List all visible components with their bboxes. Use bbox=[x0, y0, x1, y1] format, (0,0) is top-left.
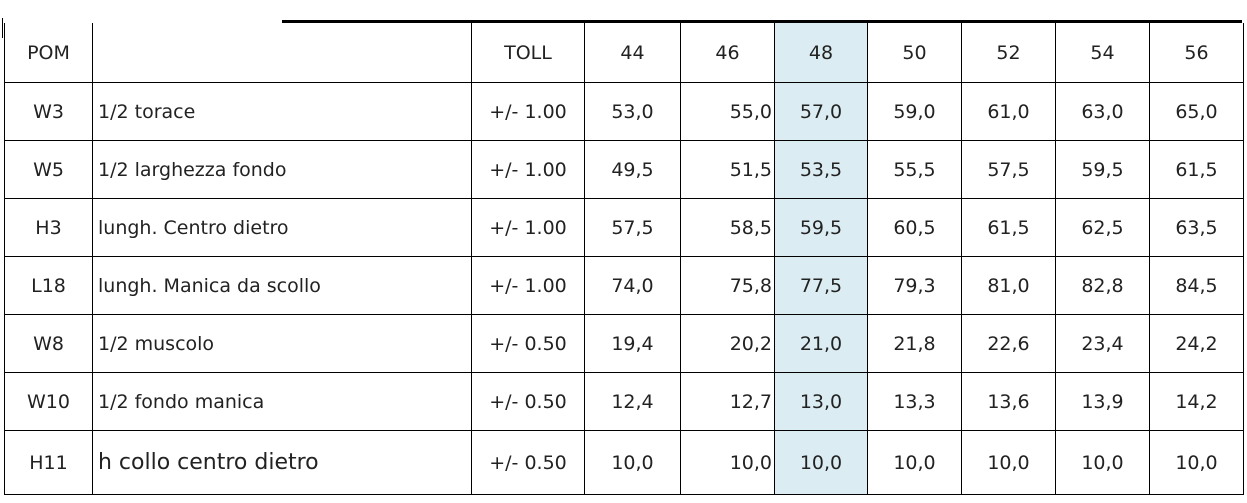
pom-code-cell: W3 bbox=[4, 82, 93, 141]
size-value-cell: 53,5 bbox=[774, 140, 868, 199]
description-cell: 1/2 larghezza fondo bbox=[92, 140, 472, 199]
size-value-cell: 22,6 bbox=[961, 314, 1056, 373]
size-value-cell: 57,0 bbox=[774, 82, 868, 141]
size-value-cell: 19,4 bbox=[584, 314, 681, 373]
description-cell: lungh. Manica da scollo bbox=[92, 256, 472, 315]
size-value-cell: 74,0 bbox=[584, 256, 681, 315]
size-value-cell: 13,6 bbox=[961, 372, 1056, 431]
size-value-cell: 61,0 bbox=[961, 82, 1056, 141]
size-value-cell: 82,8 bbox=[1055, 256, 1150, 315]
table-row: W8 1/2 muscolo +/- 0.50 19,4 20,2 21,0 21,8 22,… bbox=[4, 314, 1244, 373]
size-chart-table: POM TOLL 44 46 48 50 52 54 56 W3 1/2 tora… bbox=[4, 23, 1244, 495]
size-value-cell: 84,5 bbox=[1149, 256, 1244, 315]
pom-code-cell: W5 bbox=[4, 140, 93, 199]
size-value-cell: 79,3 bbox=[867, 256, 962, 315]
size-value-cell: 55,0 bbox=[680, 82, 775, 141]
size-value-cell: 13,3 bbox=[867, 372, 962, 431]
header-pom: POM bbox=[4, 23, 93, 83]
tolerance-cell: +/- 1.00 bbox=[471, 256, 585, 315]
table-row: L18 lungh. Manica da scollo +/- 1.00 74,0 75… bbox=[4, 256, 1244, 315]
header-size: 52 bbox=[961, 23, 1056, 83]
size-value-cell: 20,2 bbox=[680, 314, 775, 373]
description-cell: lungh. Centro dietro bbox=[92, 198, 472, 257]
size-value-cell: 60,5 bbox=[867, 198, 962, 257]
table-row: W10 1/2 fondo manica +/- 0.50 12,4 12,7 13,0 1… bbox=[4, 372, 1244, 431]
pom-code-cell: W8 bbox=[4, 314, 93, 373]
size-value-cell: 10,0 bbox=[584, 430, 681, 495]
tolerance-cell: +/- 1.00 bbox=[471, 198, 585, 257]
size-value-cell: 49,5 bbox=[584, 140, 681, 199]
size-value-cell: 81,0 bbox=[961, 256, 1056, 315]
tolerance-cell: +/- 1.00 bbox=[471, 140, 585, 199]
size-value-cell: 55,5 bbox=[867, 140, 962, 199]
size-value-cell: 58,5 bbox=[680, 198, 775, 257]
size-value-cell: 57,5 bbox=[961, 140, 1056, 199]
header-size: 56 bbox=[1149, 23, 1244, 83]
pom-code-cell: L18 bbox=[4, 256, 93, 315]
size-value-cell: 10,0 bbox=[1055, 430, 1150, 495]
size-value-cell: 61,5 bbox=[1149, 140, 1244, 199]
tolerance-cell: +/- 0.50 bbox=[471, 372, 585, 431]
description-cell: 1/2 fondo manica bbox=[92, 372, 472, 431]
tolerance-cell: +/- 0.50 bbox=[471, 314, 585, 373]
header-size: 50 bbox=[867, 23, 962, 83]
size-value-cell: 57,5 bbox=[584, 198, 681, 257]
header-desc bbox=[92, 23, 472, 83]
size-value-cell: 10,0 bbox=[680, 430, 775, 495]
header-size: 44 bbox=[584, 23, 681, 83]
pom-code-cell: H11 bbox=[4, 430, 93, 495]
table-row: H11 h collo centro dietro +/- 0.50 10,0 10,0… bbox=[4, 430, 1244, 495]
size-value-cell: 24,2 bbox=[1149, 314, 1244, 373]
top-rule bbox=[282, 20, 1242, 23]
description-cell: 1/2 torace bbox=[92, 82, 472, 141]
size-value-cell: 59,5 bbox=[1055, 140, 1150, 199]
header-size: 48 bbox=[774, 23, 868, 83]
size-value-cell: 59,0 bbox=[867, 82, 962, 141]
pom-code-cell: W10 bbox=[4, 372, 93, 431]
size-value-cell: 13,9 bbox=[1055, 372, 1150, 431]
size-value-cell: 63,0 bbox=[1055, 82, 1150, 141]
size-value-cell: 10,0 bbox=[774, 430, 868, 495]
description-cell: h collo centro dietro bbox=[92, 430, 472, 495]
size-value-cell: 10,0 bbox=[961, 430, 1056, 495]
size-value-cell: 63,5 bbox=[1149, 198, 1244, 257]
size-value-cell: 62,5 bbox=[1055, 198, 1150, 257]
table-row: H3 lungh. Centro dietro +/- 1.00 57,5 58,5 59… bbox=[4, 198, 1244, 257]
size-value-cell: 65,0 bbox=[1149, 82, 1244, 141]
header-toll: TOLL bbox=[471, 23, 585, 83]
header-size: 54 bbox=[1055, 23, 1150, 83]
tolerance-cell: +/- 0.50 bbox=[471, 430, 585, 495]
size-value-cell: 12,4 bbox=[584, 372, 681, 431]
description-cell: 1/2 muscolo bbox=[92, 314, 472, 373]
size-value-cell: 23,4 bbox=[1055, 314, 1150, 373]
size-value-cell: 75,8 bbox=[680, 256, 775, 315]
left-tick bbox=[2, 18, 3, 38]
header-row: POM TOLL 44 46 48 50 52 54 56 bbox=[4, 23, 1244, 83]
size-value-cell: 10,0 bbox=[867, 430, 962, 495]
size-value-cell: 12,7 bbox=[680, 372, 775, 431]
table-row: W3 1/2 torace +/- 1.00 53,0 55,0 57,0 59,0 61,0… bbox=[4, 82, 1244, 141]
size-value-cell: 13,0 bbox=[774, 372, 868, 431]
table-row: W5 1/2 larghezza fondo +/- 1.00 49,5 51,5 53,… bbox=[4, 140, 1244, 199]
size-value-cell: 21,0 bbox=[774, 314, 868, 373]
size-value-cell: 53,0 bbox=[584, 82, 681, 141]
size-value-cell: 14,2 bbox=[1149, 372, 1244, 431]
size-value-cell: 51,5 bbox=[680, 140, 775, 199]
tolerance-cell: +/- 1.00 bbox=[471, 82, 585, 141]
pom-code-cell: H3 bbox=[4, 198, 93, 257]
size-value-cell: 10,0 bbox=[1149, 430, 1244, 495]
size-value-cell: 61,5 bbox=[961, 198, 1056, 257]
size-value-cell: 77,5 bbox=[774, 256, 868, 315]
size-value-cell: 21,8 bbox=[867, 314, 962, 373]
size-value-cell: 59,5 bbox=[774, 198, 868, 257]
header-size: 46 bbox=[680, 23, 775, 83]
